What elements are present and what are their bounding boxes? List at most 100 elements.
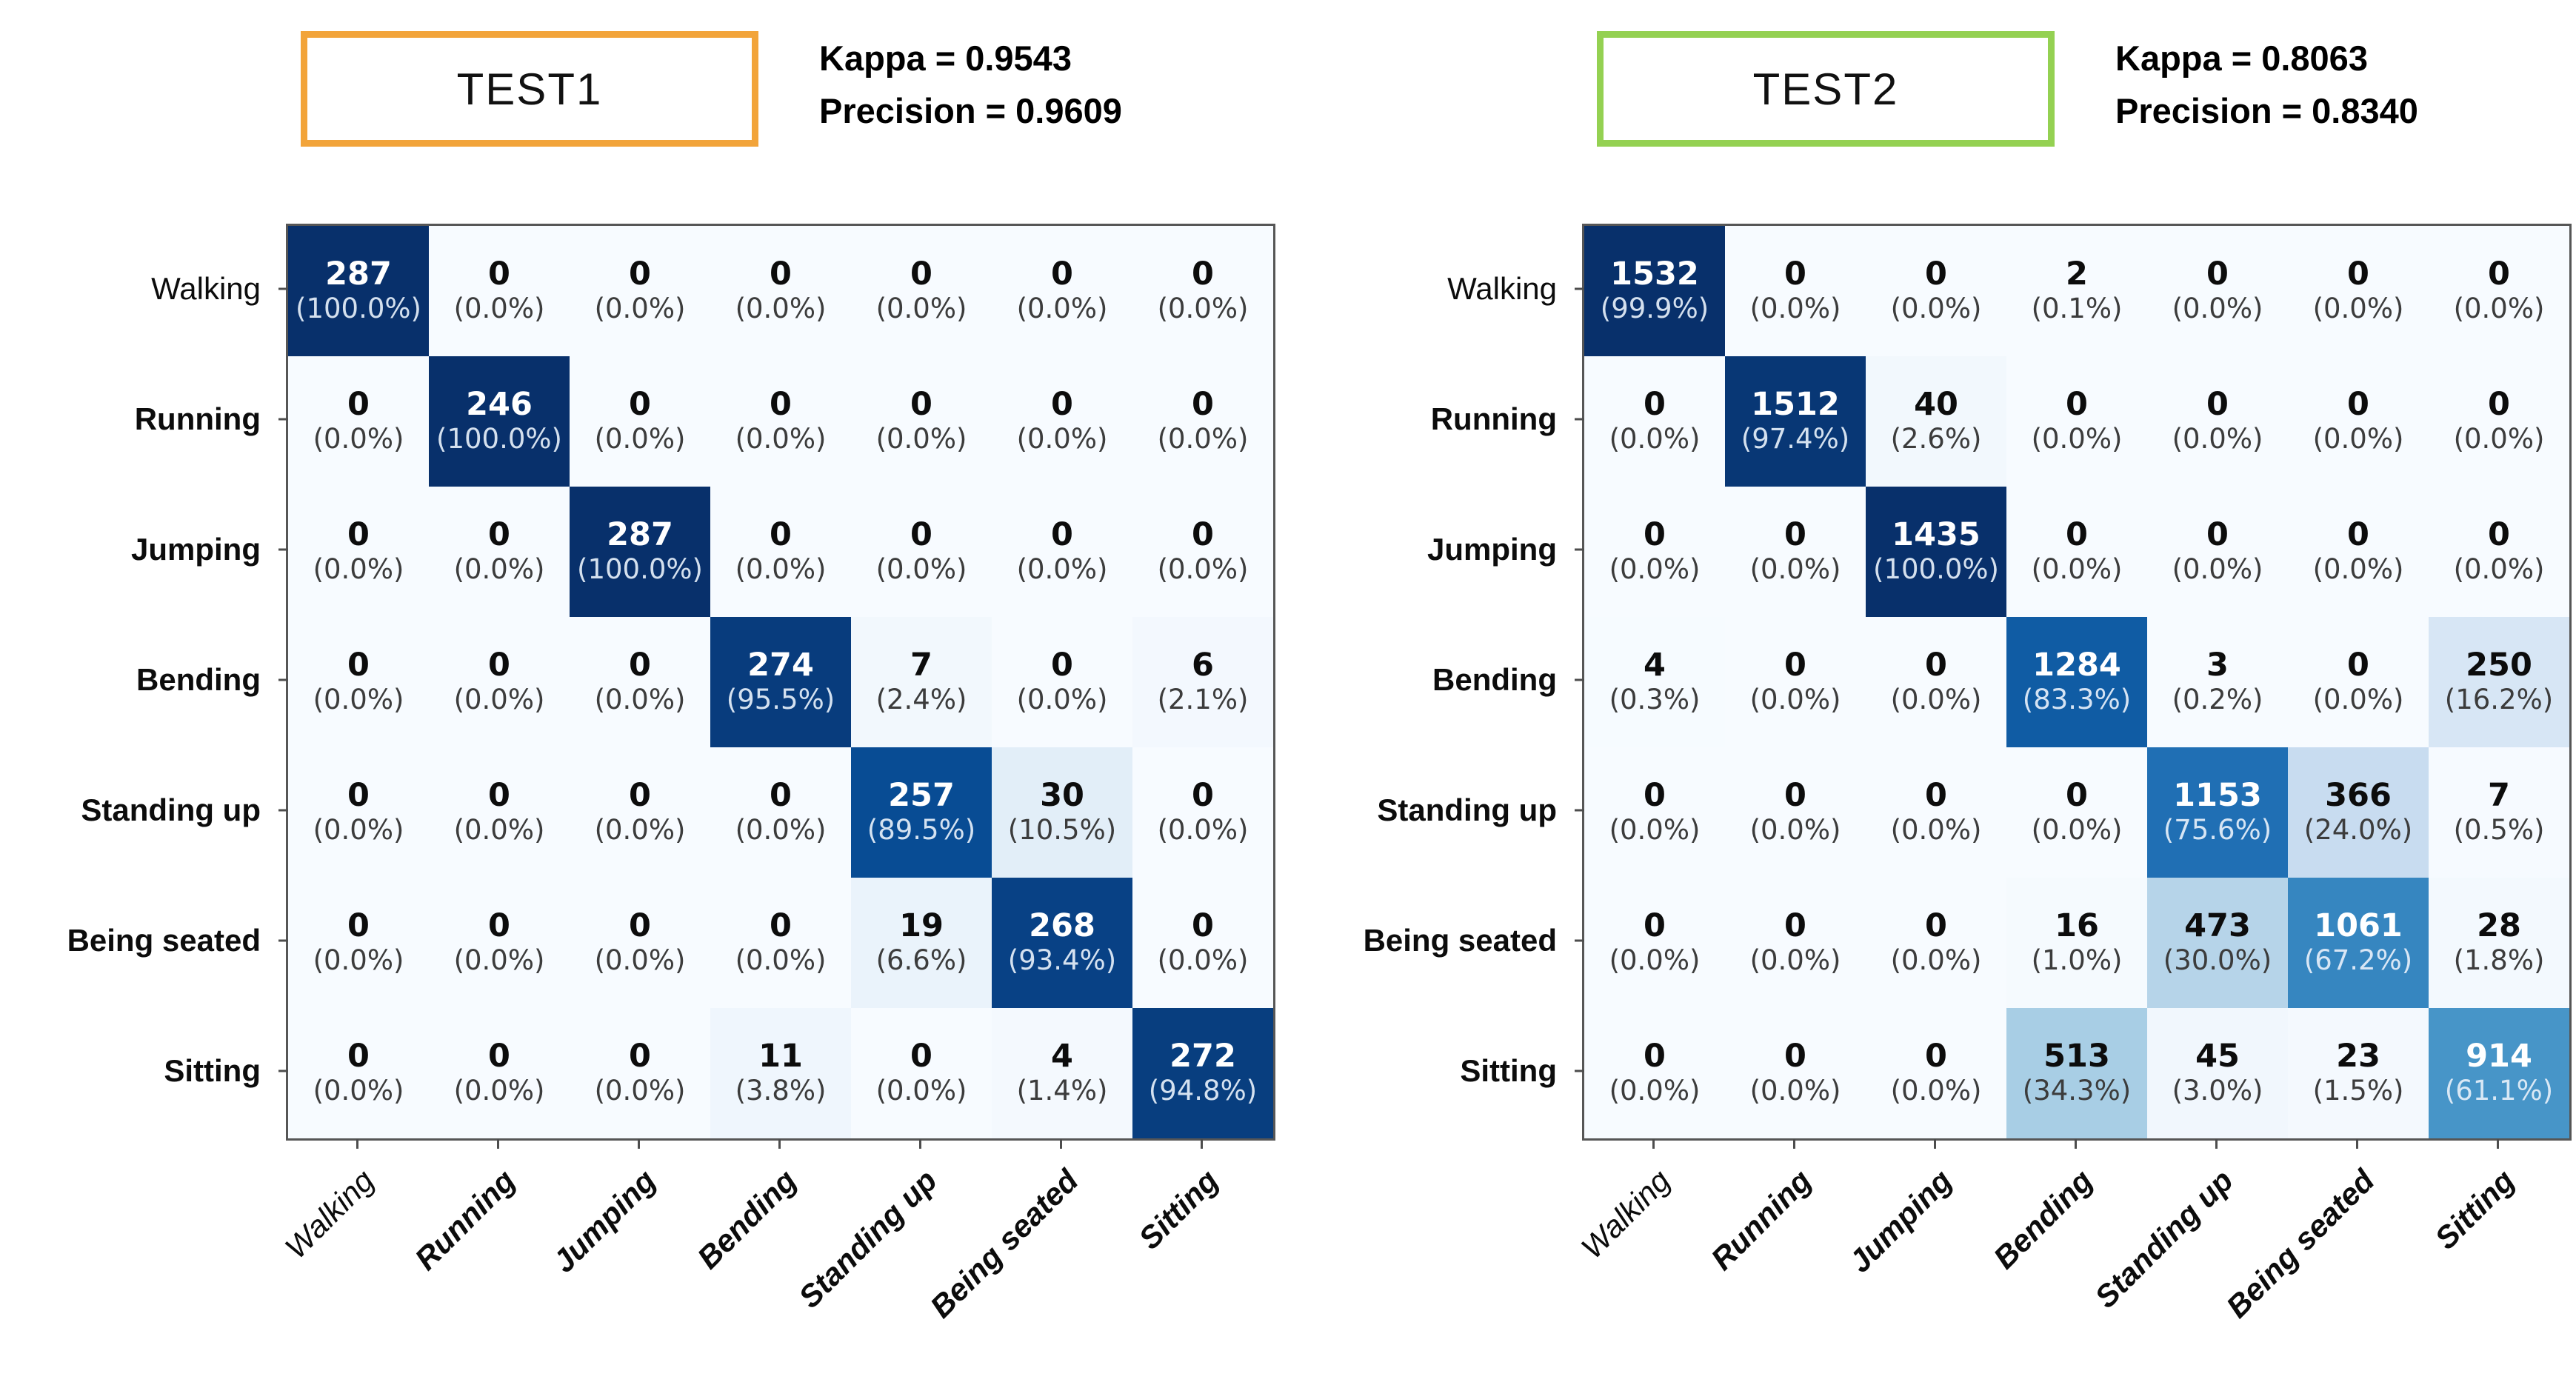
test1-metrics: Kappa = 0.9543 Precision = 0.9609: [819, 31, 1122, 137]
cell-count: 0: [910, 255, 932, 293]
cell-count: 274: [747, 646, 814, 684]
matrix-cell: 0 (0.0%): [2147, 487, 2288, 617]
row-label: Running: [1307, 354, 1582, 484]
test2-metrics: Kappa = 0.8063 Precision = 0.8340: [2115, 31, 2418, 137]
cell-percent: (89.5%): [867, 813, 976, 846]
cell-percent: (0.0%): [1890, 813, 1982, 846]
matrix-cell: 0 (0.0%): [429, 1008, 570, 1138]
row-label: Being seated: [1307, 875, 1582, 1006]
matrix-cell: 0 (0.0%): [429, 747, 570, 878]
row-label: Bending: [1307, 615, 1582, 745]
cell-count: 0: [2206, 385, 2229, 423]
cell-percent: (0.0%): [1016, 553, 1108, 585]
panel-test2-header: TEST2 Kappa = 0.8063 Precision = 0.8340: [1597, 31, 2570, 163]
cell-count: 0: [1192, 776, 1214, 814]
x-tick: Walking: [1575, 1139, 1723, 1385]
cell-count: 0: [629, 1037, 651, 1075]
cell-percent: (0.0%): [1157, 813, 1249, 846]
matrix-cell: 272 (94.8%): [1132, 1008, 1273, 1138]
cell-count: 513: [2043, 1037, 2110, 1075]
matrix-cell: 0 (0.0%): [1132, 487, 1273, 617]
x-tick: Running: [1704, 1139, 1863, 1385]
cell-percent: (0.0%): [313, 1074, 404, 1107]
cell-count: 0: [1051, 255, 1073, 293]
x-tick: Jumping: [1842, 1139, 2004, 1385]
matrix-cell: 0 (0.0%): [288, 487, 429, 617]
cell-percent: (0.0%): [313, 683, 404, 715]
cell-percent: (61.1%): [2444, 1074, 2554, 1107]
cell-count: 0: [770, 385, 792, 423]
cell-count: 0: [1192, 255, 1214, 293]
cell-percent: (0.0%): [2312, 683, 2404, 715]
cell-count: 0: [1784, 255, 1806, 293]
matrix-cell: 0 (0.0%): [1866, 226, 2006, 356]
cell-count: 0: [347, 385, 370, 423]
matrix-cell: 0 (0.0%): [1725, 617, 1866, 747]
matrix-cell: 287 (100.0%): [570, 487, 710, 617]
matrix-cell: 0 (0.0%): [288, 617, 429, 747]
matrix-cell: 0 (0.0%): [851, 1008, 992, 1138]
matrix-cell: 0 (0.0%): [288, 747, 429, 878]
row-label: Walking: [1307, 224, 1582, 354]
matrix-cell: 4 (1.4%): [992, 1008, 1132, 1138]
cell-count: 0: [1051, 646, 1073, 684]
cell-count: 0: [1784, 646, 1806, 684]
matrix-cell: 0 (0.0%): [2006, 487, 2147, 617]
panel-title: TEST2: [1752, 64, 1899, 114]
col-label: Sitting: [2428, 1163, 2522, 1256]
cell-percent: (1.8%): [2453, 944, 2545, 976]
cell-percent: (0.0%): [1749, 813, 1841, 846]
cell-percent: (95.5%): [726, 683, 835, 715]
cell-percent: (0.0%): [594, 683, 686, 715]
cell-count: 45: [2195, 1037, 2240, 1075]
cell-count: 0: [1925, 1037, 1947, 1075]
matrix-cell: 0 (0.0%): [2429, 356, 2569, 487]
matrix-cell: 0 (0.0%): [570, 617, 710, 747]
matrix-cell: 0 (0.0%): [1584, 1008, 1725, 1138]
row-label: Sitting: [10, 1006, 286, 1136]
matrix-cell: 0 (0.0%): [1866, 878, 2006, 1008]
matrix-cell: 0 (0.0%): [1725, 1008, 1866, 1138]
cell-percent: (0.0%): [1890, 944, 1982, 976]
cell-percent: (6.6%): [875, 944, 967, 976]
matrix-cell: 1061 (67.2%): [2288, 878, 2429, 1008]
heatmap-grid: 287 (100.0%) 0 (0.0%) 0 (0.0%) 0 (0.0%) 0 (0.0%) 0…: [286, 224, 1275, 1141]
x-axis-labels: Walking Running Jumping Bending Standing up B…: [1575, 1139, 2570, 1385]
cell-percent: (0.0%): [1749, 292, 1841, 324]
matrix-cell: 0 (0.0%): [992, 226, 1132, 356]
cell-percent: (0.0%): [735, 553, 827, 585]
cell-percent: (0.0%): [453, 683, 545, 715]
matrix-cell: 0 (0.0%): [2288, 356, 2429, 487]
cell-percent: (0.0%): [594, 944, 686, 976]
cell-count: 16: [2055, 907, 2099, 944]
cell-count: 246: [466, 385, 533, 423]
matrix-cell: 1284 (83.3%): [2006, 617, 2147, 747]
cell-count: 0: [1925, 646, 1947, 684]
matrix-cell: 0 (0.0%): [1725, 226, 1866, 356]
matrix-cell: 0 (0.0%): [429, 226, 570, 356]
precision-value: Precision = 0.9609: [819, 90, 1122, 130]
cell-count: 0: [347, 907, 370, 944]
matrix-cell: 11 (3.8%): [710, 1008, 851, 1138]
matrix-cell: 0 (0.0%): [1866, 1008, 2006, 1138]
test1-title-box: TEST1: [301, 31, 758, 147]
cell-count: 0: [2347, 646, 2369, 684]
cell-percent: (0.0%): [1016, 683, 1108, 715]
cell-percent: (0.0%): [735, 422, 827, 455]
row-label: Standing up: [10, 745, 286, 875]
col-label: Walking: [1574, 1163, 1678, 1266]
cell-percent: (0.0%): [875, 292, 967, 324]
cell-percent: (0.0%): [1157, 553, 1249, 585]
cell-count: 0: [629, 646, 651, 684]
cell-count: 0: [2066, 776, 2088, 814]
cell-count: 0: [629, 255, 651, 293]
matrix-cell: 0 (0.0%): [851, 487, 992, 617]
cell-percent: (0.0%): [1016, 422, 1108, 455]
cell-percent: (0.0%): [1609, 944, 1701, 976]
cell-percent: (0.0%): [1749, 683, 1841, 715]
cell-count: 0: [347, 515, 370, 553]
cell-percent: (0.0%): [2453, 553, 2545, 585]
cell-count: 0: [1644, 515, 1666, 553]
cell-percent: (0.5%): [2453, 813, 2545, 846]
cell-percent: (30.0%): [2163, 944, 2272, 976]
